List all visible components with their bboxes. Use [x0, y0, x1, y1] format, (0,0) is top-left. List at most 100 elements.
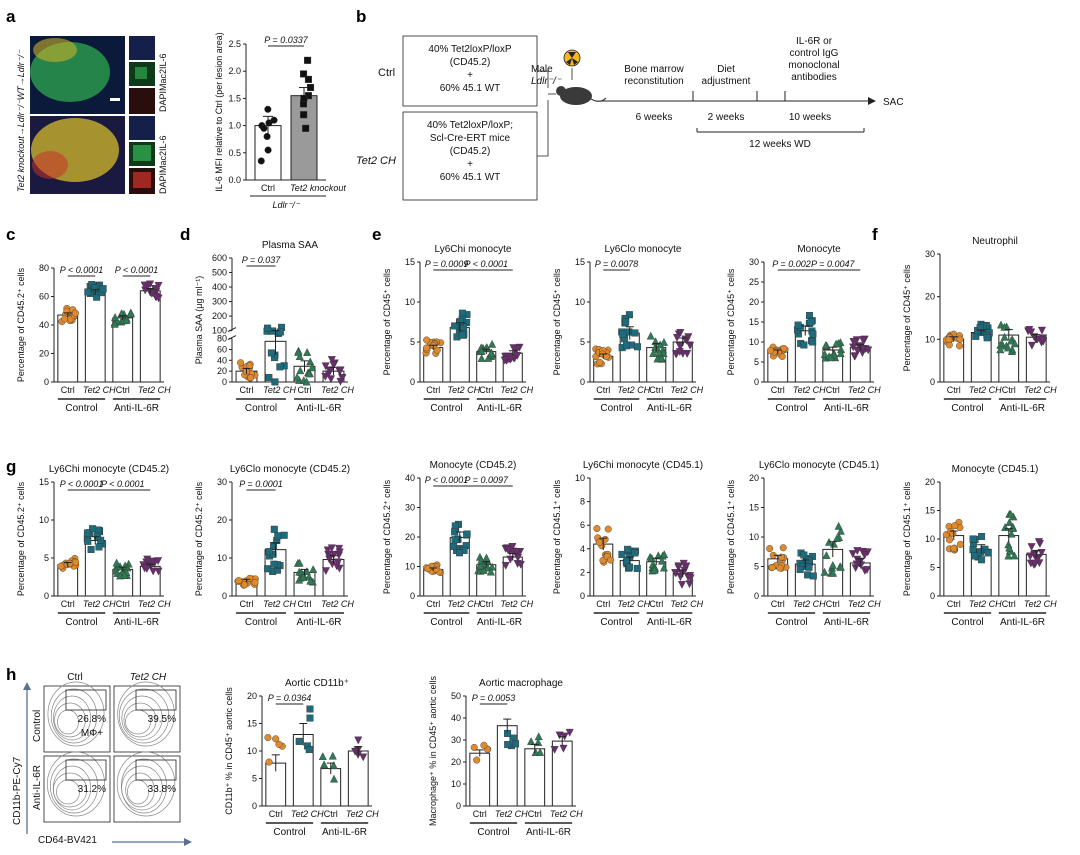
wd-bracket: [696, 128, 865, 133]
a-bar: [290, 95, 318, 181]
sac-label: SAC: [883, 97, 904, 108]
f-y-tick-label: 10: [925, 334, 935, 344]
e3-x-label: Ctrl: [826, 385, 840, 395]
g6-data-point: [1005, 518, 1014, 526]
flow-gate-extra: MΦ+: [81, 728, 103, 739]
g4-x-label: Tet2 CH: [617, 599, 650, 609]
g5-data-point: [805, 563, 813, 571]
panel-label-c: c: [6, 225, 15, 244]
e3-data-point: [794, 321, 802, 329]
e2-data-point: [685, 341, 695, 350]
g2-data-point: [280, 531, 288, 539]
g6-x-label: Tet2 CH: [1024, 599, 1057, 609]
c-group-label: Anti-IL-6R: [114, 403, 159, 414]
e1-data-point: [513, 352, 522, 360]
a-data-point: [300, 94, 308, 102]
mouse-label-strain: Ldlr⁻/⁻: [531, 76, 562, 87]
g5-x-label: Tet2 CH: [793, 599, 826, 609]
h1-data-point: [306, 705, 314, 713]
panel-label-b: b: [356, 7, 366, 26]
g3-data-point: [482, 553, 491, 562]
g5-data-point: [779, 544, 787, 552]
channel-il6-wt: [129, 88, 155, 114]
d-y-tick-label: 400: [212, 282, 227, 292]
c-data-point: [117, 309, 126, 317]
g4-data-point: [671, 569, 680, 577]
a-x-label: Ctrl: [261, 183, 275, 193]
c-data-point: [126, 309, 135, 318]
g1-y-tick-label: 5: [44, 553, 49, 563]
flow-col-tet2: Tet2 CH: [130, 672, 167, 683]
e2-data-point: [625, 311, 633, 319]
g3-data-point: [486, 567, 495, 576]
h2-y-tick-label: 30: [451, 735, 461, 745]
d-y-tick-label: 100: [212, 326, 227, 336]
c-x-label: Tet2 CH: [83, 385, 116, 395]
e1-x-label: Ctrl: [426, 385, 440, 395]
a-p-value: P = 0.0337: [264, 35, 308, 45]
e1-data-point: [458, 309, 466, 317]
c-p-value: P < 0.0001: [115, 265, 158, 275]
h1-y-tick-label: 20: [247, 691, 257, 701]
duration-10-weeks: 10 weeks: [789, 112, 831, 123]
e3-group-label: Control: [775, 403, 807, 414]
g5-y-label: Percentage of CD45.1⁺ cells: [726, 479, 736, 594]
e1-data-point: [458, 331, 466, 339]
h2-data-point: [470, 743, 478, 751]
g1-data-point: [89, 525, 97, 533]
g2-title: Ly6Clo monocyte (CD45.2): [230, 464, 350, 475]
c-p-value: P < 0.0001: [60, 265, 103, 275]
flow-contour: [123, 702, 157, 738]
h1-bar: [320, 768, 342, 807]
g2-group-label: Anti-IL-6R: [296, 617, 341, 628]
g4-y-label: Percentage of CD45.1⁺ cells: [552, 479, 562, 594]
e2-data-point: [671, 350, 681, 359]
h2-y-tick-label: 10: [451, 779, 461, 789]
g6-data-point: [951, 522, 959, 530]
d-data-point: [305, 369, 314, 378]
g5-data-point: [832, 534, 842, 542]
d-y-tick-label: 60: [217, 344, 227, 354]
mouse-icon-tail: [590, 97, 607, 102]
h1-group-label: Anti-IL-6R: [322, 827, 367, 838]
g1-y-tick-label: 15: [39, 477, 49, 487]
g3-data-point: [450, 542, 458, 550]
a-data-point: [257, 157, 265, 165]
g3-x-label: Ctrl: [426, 599, 440, 609]
e3-data-point: [853, 347, 862, 356]
g5-x-label: Ctrl: [826, 599, 840, 609]
ctrl-connector: [537, 70, 549, 88]
h1-data-point: [306, 714, 314, 722]
e2-title: Ly6Clo monocyte: [605, 244, 682, 255]
g5-data-point: [862, 566, 871, 574]
panel-a-chart: 0.0 0.5 1.0 1.5 2.0 2.5 IL-6 MFI relative to C…: [214, 32, 346, 210]
c-bar: [57, 314, 79, 383]
h2-data-point: [473, 756, 481, 764]
channel-il6-ko-signal: [133, 172, 151, 188]
g6-y-tick-label: 10: [925, 534, 935, 544]
g3-x-label: Ctrl: [479, 599, 493, 609]
panel-b-diagram: Ctrl Tet2 CH 40% Tet2loxP/loxP (CD45.2) +6…: [356, 35, 904, 201]
e2-x-label: Tet2 CH: [617, 385, 650, 395]
g6-group-label: Anti-IL-6R: [1000, 617, 1045, 628]
chart-g2: 0 10 20 30 Percentage of CD45.2⁺ cells Ly6Clo…: [194, 464, 354, 628]
g6-y-tick-label: 15: [925, 506, 935, 516]
e1-y-tick-label: 10: [405, 297, 415, 307]
f-data-point: [1007, 336, 1016, 345]
g1-data-point: [57, 562, 65, 570]
g3-data-point: [451, 536, 459, 544]
tet2-group-label: Tet2 CH: [356, 155, 396, 167]
g1-y-tick-label: 10: [39, 515, 49, 525]
g5-data-point: [836, 562, 845, 571]
f-x-label: Tet2 CH: [969, 385, 1002, 395]
e1-y-tick-label: 5: [410, 337, 415, 347]
c-group-label: Control: [65, 403, 97, 414]
ctrl-box-line: 40% Tet2loxP/loxP: [428, 44, 512, 55]
g5-data-point: [848, 550, 857, 559]
g5-data-point: [766, 545, 774, 553]
micrograph-wt-signal: [33, 38, 77, 62]
h1-data-point: [351, 747, 360, 756]
g5-y-tick-label: 20: [749, 473, 759, 483]
e3-data-point: [809, 330, 817, 338]
